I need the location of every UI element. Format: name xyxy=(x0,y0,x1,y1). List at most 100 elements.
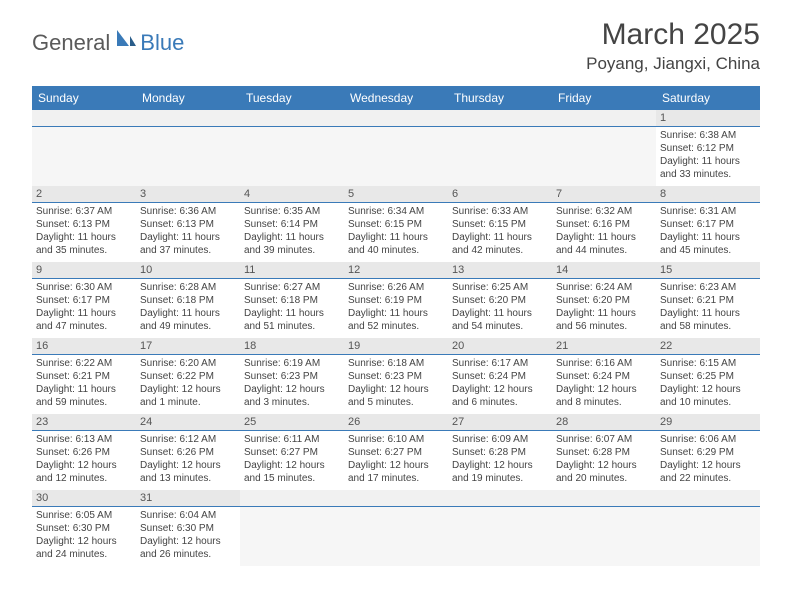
day-number-cell: 19 xyxy=(344,338,448,355)
day-cell: Sunrise: 6:17 AMSunset: 6:24 PMDaylight:… xyxy=(448,355,552,415)
day-number-cell: 3 xyxy=(136,186,240,203)
day-cell: Sunrise: 6:37 AMSunset: 6:13 PMDaylight:… xyxy=(32,203,136,263)
day-cell xyxy=(240,507,344,567)
sunset-line: Sunset: 6:24 PM xyxy=(452,370,548,383)
sunset-line: Sunset: 6:24 PM xyxy=(556,370,652,383)
daylight-line: Daylight: 11 hours and 42 minutes. xyxy=(452,231,548,257)
logo-sail-icon xyxy=(113,28,137,53)
day-number-cell xyxy=(240,490,344,507)
day-cell xyxy=(552,507,656,567)
sunset-line: Sunset: 6:23 PM xyxy=(244,370,340,383)
sunset-line: Sunset: 6:14 PM xyxy=(244,218,340,231)
sunrise-line: Sunrise: 6:26 AM xyxy=(348,281,444,294)
daylight-line: Daylight: 11 hours and 59 minutes. xyxy=(36,383,132,409)
day-number-cell: 29 xyxy=(656,414,760,431)
day-number-cell xyxy=(344,490,448,507)
day-number-cell: 13 xyxy=(448,262,552,279)
sunrise-line: Sunrise: 6:31 AM xyxy=(660,205,756,218)
sunset-line: Sunset: 6:18 PM xyxy=(140,294,236,307)
sunrise-line: Sunrise: 6:18 AM xyxy=(348,357,444,370)
sunrise-line: Sunrise: 6:05 AM xyxy=(36,509,132,522)
sunrise-line: Sunrise: 6:24 AM xyxy=(556,281,652,294)
sunrise-line: Sunrise: 6:15 AM xyxy=(660,357,756,370)
day-number-cell: 21 xyxy=(552,338,656,355)
day-number-cell xyxy=(448,110,552,127)
day-cell: Sunrise: 6:05 AMSunset: 6:30 PMDaylight:… xyxy=(32,507,136,567)
day-cell xyxy=(344,127,448,187)
sunset-line: Sunset: 6:16 PM xyxy=(556,218,652,231)
sunrise-line: Sunrise: 6:28 AM xyxy=(140,281,236,294)
day-number-cell: 17 xyxy=(136,338,240,355)
day-number-cell: 2 xyxy=(32,186,136,203)
daylight-line: Daylight: 12 hours and 24 minutes. xyxy=(36,535,132,561)
daylight-line: Daylight: 11 hours and 33 minutes. xyxy=(660,155,756,181)
sunrise-line: Sunrise: 6:32 AM xyxy=(556,205,652,218)
day-number-cell xyxy=(136,110,240,127)
day-cell xyxy=(448,507,552,567)
day-number-cell xyxy=(552,490,656,507)
sunset-line: Sunset: 6:29 PM xyxy=(660,446,756,459)
sunrise-line: Sunrise: 6:19 AM xyxy=(244,357,340,370)
weekday-header: Tuesday xyxy=(240,86,344,110)
day-cell: Sunrise: 6:35 AMSunset: 6:14 PMDaylight:… xyxy=(240,203,344,263)
sunrise-line: Sunrise: 6:07 AM xyxy=(556,433,652,446)
day-number-cell: 18 xyxy=(240,338,344,355)
day-number-cell: 4 xyxy=(240,186,344,203)
day-cell: Sunrise: 6:32 AMSunset: 6:16 PMDaylight:… xyxy=(552,203,656,263)
daylight-line: Daylight: 12 hours and 3 minutes. xyxy=(244,383,340,409)
daylight-line: Daylight: 12 hours and 12 minutes. xyxy=(36,459,132,485)
sunset-line: Sunset: 6:17 PM xyxy=(660,218,756,231)
day-number-cell: 11 xyxy=(240,262,344,279)
daylight-line: Daylight: 11 hours and 54 minutes. xyxy=(452,307,548,333)
sunrise-line: Sunrise: 6:04 AM xyxy=(140,509,236,522)
sunset-line: Sunset: 6:22 PM xyxy=(140,370,236,383)
day-cell xyxy=(656,507,760,567)
day-cell: Sunrise: 6:04 AMSunset: 6:30 PMDaylight:… xyxy=(136,507,240,567)
day-number-cell xyxy=(32,110,136,127)
day-number-cell: 12 xyxy=(344,262,448,279)
weekday-header: Saturday xyxy=(656,86,760,110)
day-number-cell: 16 xyxy=(32,338,136,355)
daylight-line: Daylight: 12 hours and 1 minute. xyxy=(140,383,236,409)
sunset-line: Sunset: 6:18 PM xyxy=(244,294,340,307)
sunset-line: Sunset: 6:17 PM xyxy=(36,294,132,307)
sunset-line: Sunset: 6:20 PM xyxy=(556,294,652,307)
daylight-line: Daylight: 12 hours and 20 minutes. xyxy=(556,459,652,485)
day-number-cell: 1 xyxy=(656,110,760,127)
sunrise-line: Sunrise: 6:38 AM xyxy=(660,129,756,142)
sunrise-line: Sunrise: 6:25 AM xyxy=(452,281,548,294)
daylight-line: Daylight: 12 hours and 22 minutes. xyxy=(660,459,756,485)
daylight-line: Daylight: 11 hours and 56 minutes. xyxy=(556,307,652,333)
sunrise-line: Sunrise: 6:20 AM xyxy=(140,357,236,370)
day-number-cell: 7 xyxy=(552,186,656,203)
day-number-cell: 30 xyxy=(32,490,136,507)
sunset-line: Sunset: 6:21 PM xyxy=(660,294,756,307)
daylight-line: Daylight: 11 hours and 51 minutes. xyxy=(244,307,340,333)
sunrise-line: Sunrise: 6:11 AM xyxy=(244,433,340,446)
sunrise-line: Sunrise: 6:16 AM xyxy=(556,357,652,370)
day-cell: Sunrise: 6:26 AMSunset: 6:19 PMDaylight:… xyxy=(344,279,448,339)
sunrise-line: Sunrise: 6:22 AM xyxy=(36,357,132,370)
sunrise-line: Sunrise: 6:37 AM xyxy=(36,205,132,218)
sunrise-line: Sunrise: 6:27 AM xyxy=(244,281,340,294)
day-number-cell: 10 xyxy=(136,262,240,279)
daylight-line: Daylight: 11 hours and 52 minutes. xyxy=(348,307,444,333)
daylight-line: Daylight: 12 hours and 26 minutes. xyxy=(140,535,236,561)
day-number-cell: 28 xyxy=(552,414,656,431)
daylight-line: Daylight: 11 hours and 40 minutes. xyxy=(348,231,444,257)
sunset-line: Sunset: 6:12 PM xyxy=(660,142,756,155)
sunset-line: Sunset: 6:26 PM xyxy=(36,446,132,459)
sunset-line: Sunset: 6:20 PM xyxy=(452,294,548,307)
weekday-header: Thursday xyxy=(448,86,552,110)
day-number-cell: 8 xyxy=(656,186,760,203)
day-number-cell: 6 xyxy=(448,186,552,203)
day-cell: Sunrise: 6:30 AMSunset: 6:17 PMDaylight:… xyxy=(32,279,136,339)
sunset-line: Sunset: 6:21 PM xyxy=(36,370,132,383)
day-cell: Sunrise: 6:24 AMSunset: 6:20 PMDaylight:… xyxy=(552,279,656,339)
day-cell: Sunrise: 6:19 AMSunset: 6:23 PMDaylight:… xyxy=(240,355,344,415)
sunrise-line: Sunrise: 6:34 AM xyxy=(348,205,444,218)
day-cell: Sunrise: 6:36 AMSunset: 6:13 PMDaylight:… xyxy=(136,203,240,263)
sunrise-line: Sunrise: 6:33 AM xyxy=(452,205,548,218)
daylight-line: Daylight: 11 hours and 39 minutes. xyxy=(244,231,340,257)
day-cell: Sunrise: 6:38 AMSunset: 6:12 PMDaylight:… xyxy=(656,127,760,187)
